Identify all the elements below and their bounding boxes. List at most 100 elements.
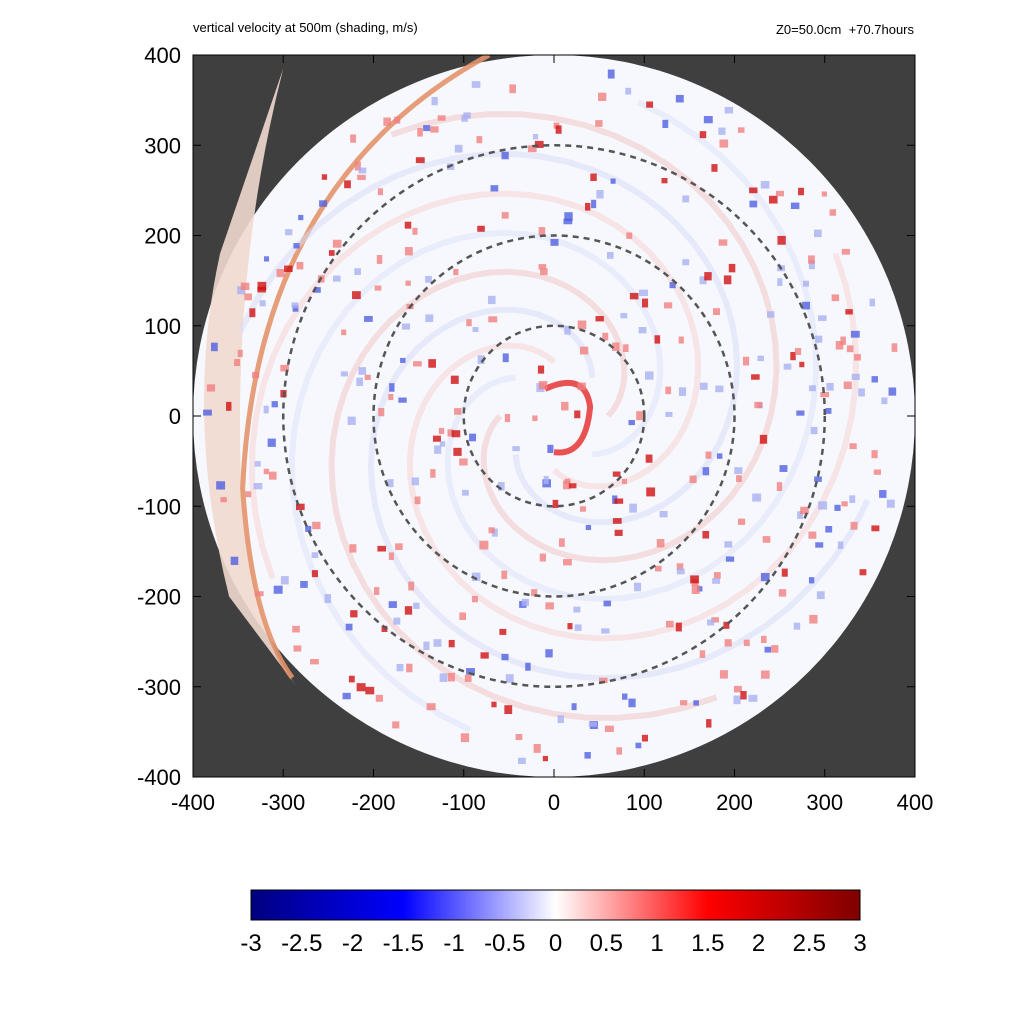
convective-cell [628, 419, 635, 426]
convective-cell [434, 445, 442, 454]
convective-cell [612, 342, 620, 352]
convective-cell [388, 394, 394, 401]
convective-cell [539, 553, 546, 562]
convective-cell [835, 340, 844, 350]
convective-cell [743, 639, 750, 647]
convective-cell [665, 386, 672, 395]
convective-cell [771, 645, 779, 653]
convective-cell [471, 595, 478, 603]
convective-cell [699, 382, 708, 390]
convective-cell [389, 383, 395, 392]
convective-cell [851, 373, 860, 380]
convective-cell [579, 346, 589, 355]
convective-cell [280, 364, 289, 372]
colorbar-tick-label: -3 [240, 930, 261, 957]
convective-cell [406, 663, 413, 673]
convective-cell [757, 355, 764, 362]
colorbar-tick-label: -1.5 [383, 930, 424, 957]
convective-cell [871, 376, 878, 383]
convective-cell [501, 212, 509, 219]
convective-cell [447, 429, 454, 437]
convective-cell [244, 293, 252, 301]
convective-cell [760, 181, 770, 189]
convective-cell [636, 411, 644, 421]
convective-cell [220, 497, 227, 503]
convective-cell [808, 255, 815, 264]
convective-cell [568, 483, 577, 489]
convective-cell [702, 467, 710, 476]
convective-cell [344, 180, 351, 189]
convective-cell [760, 573, 770, 582]
convective-cell [488, 295, 496, 305]
convective-cell [447, 672, 455, 682]
convective-cell [644, 371, 654, 380]
convective-cell [614, 529, 623, 536]
shading-layer [203, 55, 898, 765]
convective-cell [423, 641, 430, 651]
colorbar-tick-label: 1.5 [691, 930, 724, 957]
convective-cell [783, 363, 792, 370]
convective-cell [542, 755, 549, 762]
convective-cell [292, 305, 299, 312]
convective-cell [724, 106, 734, 114]
convective-cell [345, 623, 353, 631]
convective-cell [234, 359, 241, 367]
convective-cell [675, 94, 684, 103]
convective-cell [725, 556, 735, 562]
convective-cell [585, 202, 591, 211]
convective-cell [873, 469, 881, 475]
convective-cell [398, 397, 407, 403]
convective-cell [439, 673, 448, 682]
x-tick-label: -100 [442, 790, 486, 815]
x-tick-label: -300 [261, 790, 305, 815]
convective-cell [588, 721, 597, 727]
convective-cell [841, 501, 848, 507]
convective-cell [502, 353, 509, 363]
convective-cell [635, 742, 642, 749]
convective-cell [748, 694, 758, 702]
convective-cell [532, 415, 538, 422]
y-tick-label: 400 [144, 43, 181, 68]
convective-cell [850, 330, 860, 338]
convective-cell [462, 489, 469, 496]
convective-cell [679, 700, 688, 706]
convective-cell [430, 469, 436, 478]
convective-cell [825, 526, 833, 533]
convective-cell [607, 69, 615, 79]
convective-cell [808, 531, 817, 539]
convective-cell [491, 528, 498, 537]
convective-cell [752, 493, 762, 502]
convective-cell [699, 650, 706, 658]
convective-cell [525, 662, 531, 671]
convective-cell [354, 268, 361, 275]
convective-cell [414, 496, 421, 505]
convective-cell [263, 405, 269, 414]
colorbar-tick-label: -0.5 [484, 930, 525, 957]
eyewall-updraft [543, 379, 594, 456]
convective-cell [356, 683, 366, 692]
colorbar-tick-label: 3 [853, 930, 866, 957]
convective-cell [501, 151, 509, 160]
convective-cell [751, 374, 760, 380]
convective-cell [601, 628, 610, 634]
convective-cell [676, 568, 685, 575]
convective-cell [626, 232, 633, 239]
convective-cell [340, 371, 348, 377]
convective-cell [396, 663, 404, 672]
convective-cell [490, 185, 499, 192]
convective-cell [661, 177, 668, 184]
convective-cell [504, 705, 513, 715]
convective-cell [871, 525, 880, 532]
convective-cell [296, 261, 304, 270]
convective-cell [273, 585, 283, 594]
convective-cell [641, 734, 649, 742]
convective-cell [211, 342, 218, 352]
colorbar-tick-label: 0.5 [590, 930, 623, 957]
convective-cell [656, 539, 665, 548]
convective-cell [659, 510, 668, 518]
convective-cell [356, 377, 363, 386]
convective-cell [300, 580, 308, 588]
convective-cell [881, 397, 888, 405]
convective-cell [466, 319, 472, 327]
convective-cell [376, 254, 383, 264]
